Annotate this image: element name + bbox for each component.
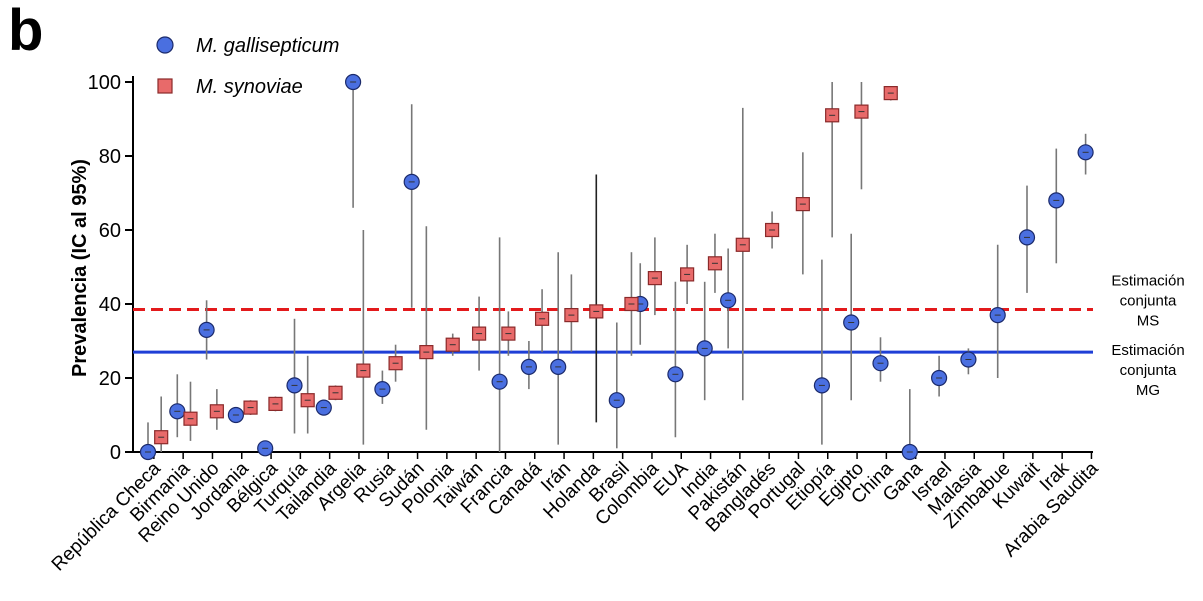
- y-tick-label-100: 100: [88, 72, 121, 94]
- reference-label-line: conjunta: [1120, 293, 1177, 310]
- legend-marker-mg: [156, 36, 174, 54]
- y-tick-label-20: 20: [99, 368, 121, 390]
- legend-label-mg: M. gallisepticum: [196, 35, 339, 57]
- data-markers: [139, 73, 1094, 461]
- axes: 0 20 40 60 80 100: [88, 72, 1093, 464]
- y-tick-label-60: 60: [99, 220, 121, 242]
- reference-label-line: MS: [1137, 313, 1160, 330]
- reference-lines: Estimación conjunta MS Estimación conjunta MG: [133, 273, 1185, 399]
- legend-label-ms: M. synoviae: [196, 76, 303, 98]
- y-tick-label-80: 80: [99, 146, 121, 168]
- reference-label-line: Estimación: [1111, 273, 1184, 290]
- reference-label-line: Estimación: [1111, 342, 1184, 359]
- reference-label-line: conjunta: [1120, 362, 1177, 379]
- reference-label-1: Estimación conjunta MG: [1111, 342, 1184, 399]
- y-axis-label: Prevalencia (IC al 95%): [69, 159, 91, 377]
- legend: M. gallisepticum M. synoviae: [156, 35, 339, 98]
- legend-marker-ms: [157, 78, 173, 94]
- panel-letter: b: [8, 0, 44, 63]
- y-tick-label-40: 40: [99, 294, 121, 316]
- reference-label-0: Estimación conjunta MS: [1111, 273, 1184, 330]
- y-tick-label-0: 0: [110, 442, 121, 464]
- reference-label-line: MG: [1136, 382, 1160, 399]
